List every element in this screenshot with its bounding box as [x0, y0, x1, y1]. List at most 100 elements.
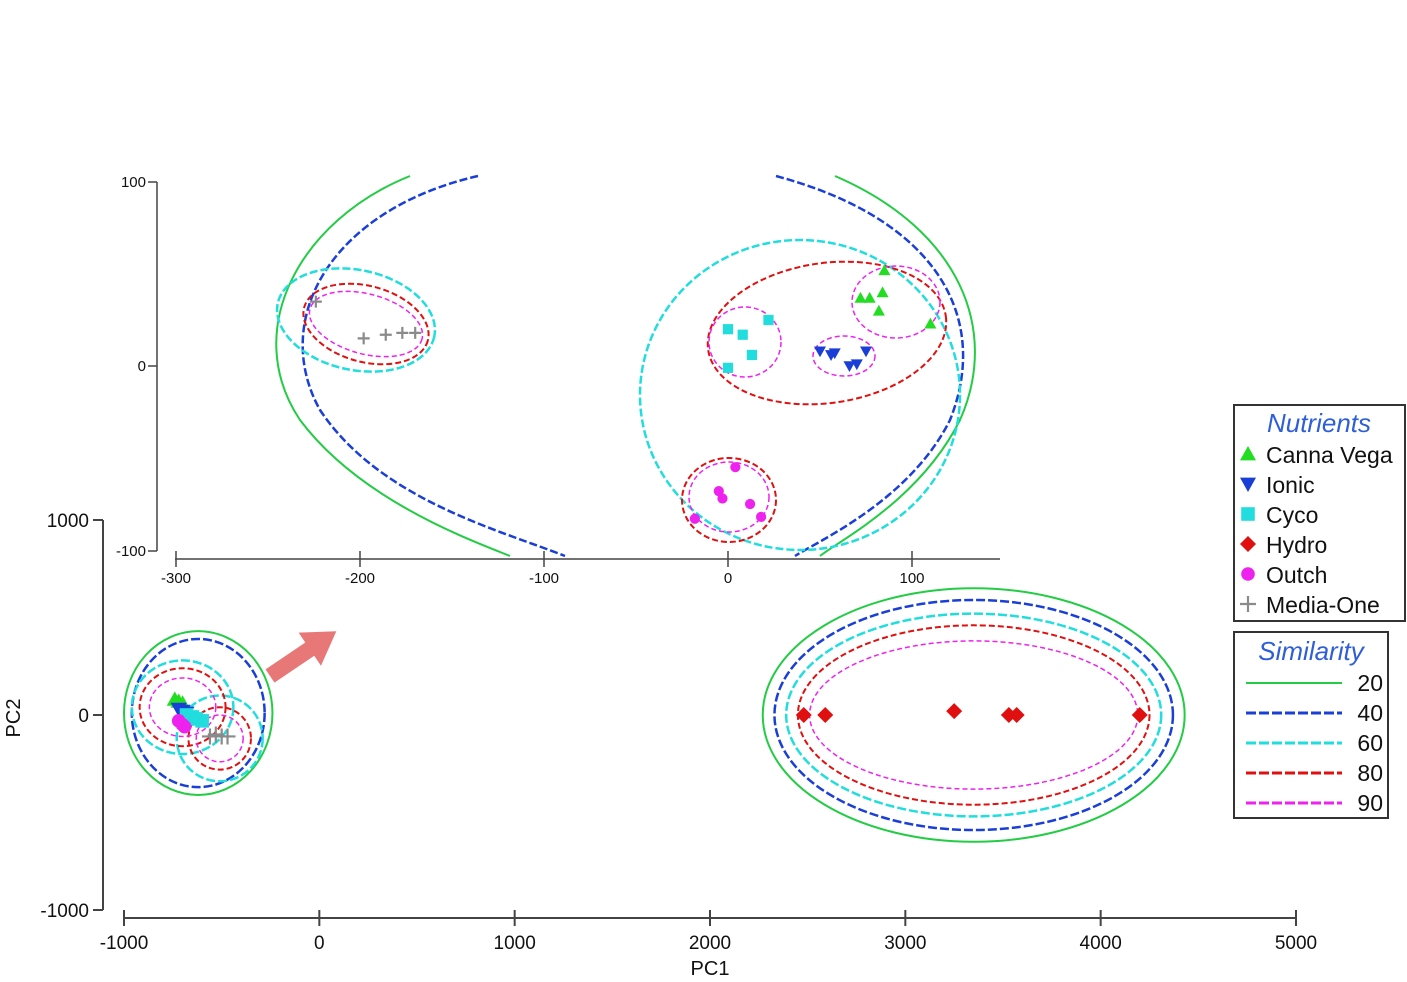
- main-contour-80-1: [138, 667, 227, 748]
- inset-point-ionic-6: [860, 346, 872, 358]
- main-data-points: [166, 691, 1148, 745]
- inset-point-outch-4: [744, 498, 756, 510]
- main-contour-90-3: [808, 640, 1139, 790]
- main-contour-40-2: [773, 598, 1175, 832]
- inset-point-ionic-4: [843, 361, 856, 372]
- inset-contour-90-ionic: [812, 335, 876, 377]
- inset-x-tick-label: 0: [724, 570, 732, 587]
- inset-contour-90-outch: [688, 461, 770, 533]
- inset-axes: [156, 182, 1000, 560]
- inset-point-media-one-5: [409, 326, 422, 339]
- inset-point-canna-vega-2: [854, 291, 867, 303]
- main-x-tick-label: 0: [314, 933, 325, 954]
- inset-zoom-plot: -300 -200 -100 0 100 100 0 -100: [116, 174, 1000, 587]
- inset-y-tick-label: -100: [116, 543, 146, 560]
- inset-contour-80-upper-right: [706, 260, 948, 406]
- inset-contour-60-right-cluster: [638, 238, 962, 552]
- inset-point-canna-vega-6: [924, 317, 937, 329]
- legend-similarity-title: Similarity: [1258, 636, 1365, 666]
- main-contour-20-2: [761, 587, 1186, 843]
- main-point-hydro-5: [1008, 707, 1025, 723]
- inset-point-outch-5: [689, 513, 700, 524]
- inset-point-media-one-1: [309, 295, 322, 308]
- inset-contour-90-cyco: [708, 306, 782, 378]
- legend-item-media-one: Media-One: [1266, 592, 1380, 618]
- main-contour-60-1: [130, 659, 235, 756]
- main-x-tick-label: 1000: [494, 933, 536, 954]
- inset-data-points: [309, 264, 937, 524]
- main-contour-90-2: [195, 714, 244, 763]
- inset-contour-20-right-arc: [819, 175, 976, 557]
- inset-contour-60-media-one: [275, 267, 437, 373]
- legend-cyco-icon: [1241, 507, 1255, 521]
- inset-point-canna-vega-5: [872, 304, 885, 316]
- main-contour-60-3: [784, 612, 1163, 818]
- legend-nutrients-title: Nutrients: [1267, 408, 1371, 438]
- main-point-hydro-3: [946, 703, 963, 720]
- inset-point-media-one-4: [396, 326, 409, 339]
- legend-nutrients-box: [1233, 404, 1406, 622]
- legend-item-ionic: Ionic: [1266, 472, 1315, 498]
- main-similarity-contours: [123, 587, 1186, 843]
- inset-point-cyco-1: [722, 324, 734, 335]
- main-axes: [102, 520, 1296, 919]
- main-contour-20-1: [123, 630, 274, 796]
- main-contour-60-2: [175, 694, 264, 783]
- inset-contour-40-left-arc: [301, 174, 566, 558]
- legend-item-hydro: Hydro: [1266, 532, 1327, 558]
- legend-similarity: Similarity 20 40 60 80 90: [1233, 631, 1389, 819]
- legend-similarity-40-label: 40: [1357, 700, 1383, 726]
- inset-contour-40-right-arc: [775, 174, 965, 558]
- main-x-tick-label: 5000: [1275, 933, 1317, 954]
- inset-y-tick-label: 100: [121, 174, 146, 191]
- inset-tick-labels: -300 -200 -100 0 100 100 0 -100: [116, 174, 925, 587]
- inset-point-ionic-1: [814, 346, 826, 358]
- inset-y-tick-label: 0: [138, 358, 146, 375]
- inset-x-tick-label: -200: [345, 570, 375, 587]
- inset-point-cyco-2: [737, 329, 748, 340]
- inset-contour-20-left-arc: [275, 175, 511, 557]
- main-point-outch-3: [177, 719, 192, 734]
- main-y-tick-label: -1000: [40, 901, 89, 922]
- inset-point-media-one-3: [379, 328, 392, 341]
- inset-point-canna-vega-1: [878, 264, 891, 276]
- x-axis-title: PC1: [691, 958, 730, 980]
- inset-point-canna-vega-3: [863, 291, 876, 303]
- legend-similarity-90-label: 90: [1357, 790, 1383, 816]
- legend-item-outch: Outch: [1266, 562, 1327, 588]
- legend-similarity-60-label: 60: [1357, 730, 1383, 756]
- inset-x-tick-label: -100: [529, 570, 559, 587]
- main-x-tick-label: 2000: [689, 933, 731, 954]
- y-axis-title: PC2: [3, 699, 25, 738]
- legend-item-cyco: Cyco: [1266, 502, 1318, 528]
- inset-point-ionic-3: [828, 348, 841, 360]
- legend-canna-vega-icon: [1240, 446, 1256, 461]
- main-y-tick-label: 1000: [47, 511, 89, 532]
- legend-outch-icon: [1241, 567, 1255, 581]
- inset-point-outch-3: [717, 493, 728, 504]
- inset-x-tick-label: -300: [161, 570, 191, 587]
- inset-point-cyco-5: [722, 362, 734, 373]
- main-x-tick-label: 4000: [1080, 933, 1122, 954]
- inset-point-canna-vega-4: [876, 286, 889, 298]
- legend-similarity-20-label: 20: [1357, 670, 1383, 696]
- main-point-hydro-1: [795, 707, 812, 723]
- inset-x-tick-label: 100: [899, 570, 924, 587]
- main-y-tick-label: 0: [78, 706, 89, 727]
- inset-point-cyco-3: [763, 314, 774, 326]
- legend-similarity-80-label: 80: [1357, 760, 1383, 786]
- inset-contour-90-media-one: [308, 290, 424, 358]
- legend-hydro-icon: [1240, 536, 1256, 552]
- legend-nutrients: Nutrients Canna Vega Ionic Cyco Hydro Outch M…: [1233, 404, 1406, 622]
- main-contour-80-2: [187, 706, 252, 771]
- legend-similarity-box: [1233, 631, 1389, 819]
- inset-contour-80-media-one: [302, 282, 430, 366]
- legend-media-one-icon: [1240, 596, 1256, 612]
- main-point-hydro-6: [1131, 707, 1148, 723]
- main-contour-80-3: [796, 624, 1151, 806]
- inset-point-ionic-5: [850, 359, 863, 371]
- inset-point-outch-6: [756, 511, 767, 522]
